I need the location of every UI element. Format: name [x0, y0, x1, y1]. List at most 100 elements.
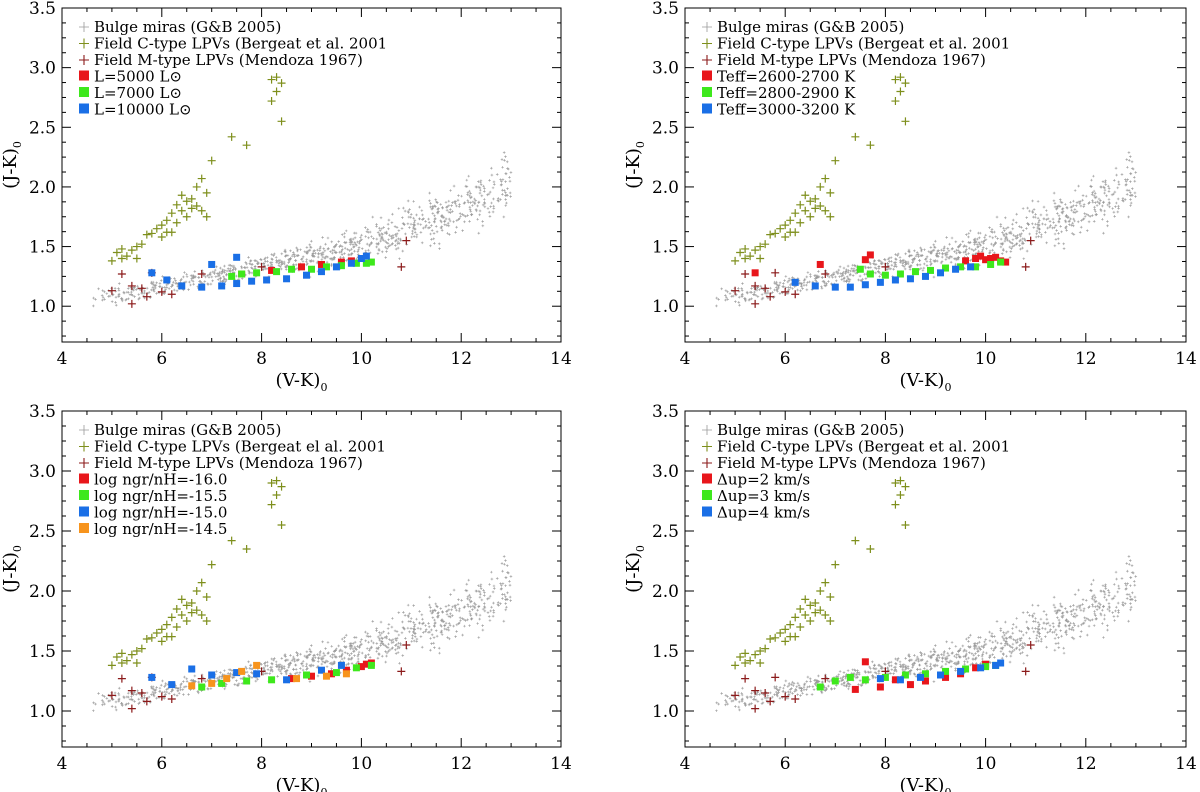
bulge-mira-point	[868, 665, 871, 669]
bulge-mira-point	[429, 205, 432, 209]
bulge-mira-point	[490, 605, 493, 609]
bulge-mira-point	[125, 290, 129, 294]
bulge-mira-point	[1016, 233, 1019, 237]
bulge-mira-point	[170, 690, 173, 693]
bulge-mira-point	[328, 257, 332, 261]
bulge-mira-point	[155, 696, 158, 700]
bulge-mira-point	[1046, 217, 1050, 221]
bulge-mira-point	[1046, 621, 1050, 625]
bulge-mira-point	[901, 262, 905, 265]
bulge-mira-point	[1052, 221, 1055, 224]
bulge-mira-point	[886, 666, 890, 670]
bulge-mira-point	[224, 278, 228, 282]
bulge-mira-point	[822, 280, 826, 283]
bulge-mira-point	[219, 266, 222, 270]
bulge-mira-point	[1072, 217, 1076, 221]
bulge-mira-point	[1016, 640, 1019, 644]
bulge-mira-point	[1091, 200, 1095, 204]
c-type-lpv-point	[806, 617, 815, 625]
bulge-mira-point	[130, 695, 133, 699]
bulge-mira-point	[978, 231, 982, 235]
bulge-mira-point	[480, 598, 484, 602]
bulge-mira-point	[338, 250, 342, 254]
bulge-mira-point	[1083, 215, 1087, 218]
c-type-lpv-point	[746, 656, 755, 665]
legend-marker	[702, 473, 712, 484]
bulge-mira-point	[294, 263, 298, 267]
bulge-mira-point	[491, 210, 495, 214]
bulge-mira-point	[918, 668, 922, 671]
bulge-mira-point	[114, 700, 118, 704]
bulge-mira-point	[787, 683, 791, 687]
bulge-mira-point	[474, 208, 478, 211]
bulge-mira-point	[894, 257, 897, 261]
bulge-mira-point	[1124, 584, 1128, 587]
bulge-mira-point	[127, 702, 130, 705]
bulge-mira-point	[433, 242, 436, 245]
legend-entry: Field M-type LPVs (Mendoza 1967)	[717, 51, 986, 69]
bulge-mira-point	[284, 266, 288, 269]
bulge-mira-point	[120, 297, 123, 300]
bulge-mira-point	[236, 684, 240, 687]
bulge-mira-point	[1011, 222, 1014, 226]
bulge-mira-point	[321, 655, 325, 659]
bulge-mira-point	[972, 249, 976, 252]
bulge-mira-point	[991, 230, 994, 234]
bulge-mira-point	[748, 290, 752, 294]
bulge-mira-point	[347, 662, 350, 666]
bulge-mira-point	[1008, 245, 1012, 249]
bulge-mira-point	[984, 233, 988, 237]
bulge-mira-point	[1096, 604, 1099, 608]
bulge-mira-point	[434, 629, 438, 632]
x-tick-label: 10	[351, 754, 373, 774]
bulge-mira-point	[492, 584, 496, 588]
c-type-lpv-point	[202, 212, 211, 221]
bulge-mira-point	[1092, 598, 1096, 602]
bulge-mira-point	[372, 237, 375, 240]
bulge-mira-point	[784, 679, 788, 683]
bulge-mira-point	[443, 223, 447, 226]
bulge-mira-point	[820, 276, 824, 279]
bulge-mira-point	[386, 646, 390, 650]
legend-entry: Teff=2600-2700 K	[717, 68, 856, 86]
bulge-mira-point	[988, 251, 991, 255]
bulge-mira-point	[384, 650, 387, 653]
bulge-mira-point	[925, 659, 929, 663]
bulge-mira-point	[137, 293, 141, 296]
bulge-mira-point	[724, 294, 727, 297]
bulge-mira-point	[1110, 193, 1114, 197]
bulge-mira-point	[387, 218, 391, 222]
legend-marker	[79, 441, 89, 452]
bulge-mira-point	[280, 664, 284, 668]
y-tick-label: 1.0	[652, 297, 679, 317]
bulge-mira-point	[786, 280, 790, 284]
bulge-mira-point	[892, 672, 895, 676]
bulge-mira-point	[463, 605, 467, 608]
bulge-mira-point	[956, 653, 960, 657]
bulge-mira-point	[332, 653, 336, 657]
bulge-mira-point	[158, 690, 161, 693]
bulge-mira-point	[801, 691, 804, 695]
bulge-mira-point	[92, 701, 95, 705]
bulge-mira-point	[856, 670, 859, 674]
y-axis-label: (J-K)0	[0, 141, 24, 189]
bulge-mira-point	[406, 603, 410, 607]
bulge-mira-point	[1061, 611, 1065, 615]
bulge-mira-point	[408, 226, 411, 229]
c-type-lpv-point	[891, 500, 900, 509]
bulge-mira-point	[279, 672, 283, 675]
c-type-lpv-point	[277, 482, 286, 491]
m-type-lpv-point	[137, 284, 146, 293]
bulge-mira-point	[1039, 640, 1043, 643]
bulge-mira-point	[956, 257, 960, 261]
bulge-mira-point	[1079, 225, 1083, 229]
bulge-mira-point	[380, 631, 384, 635]
m-type-lpv-point	[127, 704, 136, 713]
bulge-mira-point	[293, 659, 296, 663]
bulge-mira-point	[999, 650, 1003, 653]
bulge-mira-point	[264, 259, 267, 263]
bulge-mira-point	[394, 247, 398, 251]
c-type-lpv-point	[157, 637, 166, 646]
bulge-mira-point	[1057, 214, 1061, 218]
bulge-mira-point	[278, 663, 282, 666]
